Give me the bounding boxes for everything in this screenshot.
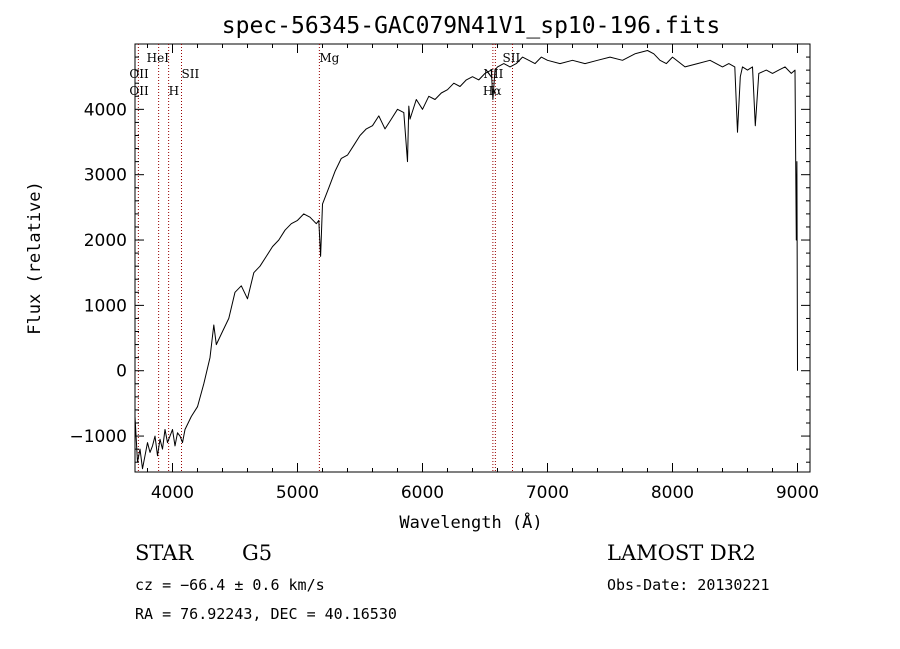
chart-title: spec-56345-GAC079N41V1_sp10-196.fits — [222, 13, 721, 39]
y-axis-label: Flux (relative) — [25, 181, 45, 335]
line-marker-label: NII — [483, 67, 503, 81]
classification-label: STAR — [135, 541, 194, 565]
y-tick-label: 4000 — [84, 100, 127, 120]
survey-label: LAMOST DR2 — [607, 541, 756, 565]
line-marker-label: SII — [182, 67, 200, 81]
x-tick-label: 9000 — [776, 483, 819, 503]
line-marker-label: SII — [503, 51, 521, 65]
spectrum-series-line — [134, 50, 798, 470]
subclass-label: G5 — [242, 541, 272, 565]
x-tick-label: 8000 — [651, 483, 694, 503]
x-tick-label: 5000 — [276, 483, 319, 503]
x-tick-label: 7000 — [526, 483, 569, 503]
axis-ticks — [135, 44, 810, 472]
line-marker-label: OII — [129, 67, 149, 81]
y-tick-label: 3000 — [84, 166, 127, 186]
y-tick-label: −1000 — [69, 427, 127, 447]
x-tick-label: 4000 — [151, 483, 194, 503]
line-marker-label: HeI — [147, 51, 170, 65]
x-axis-label: Wavelength (Å) — [399, 511, 542, 533]
y-tick-label: 0 — [116, 362, 127, 382]
coordinates-info: RA = 76.92243, DEC = 40.16530 — [135, 605, 397, 623]
redshift-info: cz = −66.4 ± 0.6 km/s — [135, 576, 325, 594]
plot-frame — [134, 43, 811, 473]
line-marker-label: Mg — [319, 51, 339, 65]
obs-date-info: Obs-Date: 20130221 — [607, 576, 770, 594]
x-tick-label: 6000 — [401, 483, 444, 503]
line-marker-label: H — [169, 84, 179, 98]
emission-lines — [137, 44, 513, 472]
y-tick-label: 1000 — [84, 296, 127, 316]
line-marker-label: OII — [129, 84, 149, 98]
y-tick-label: 2000 — [84, 231, 127, 251]
axis-tick-labels: 4000 5000 6000 7000 8000 9000 −1000 0 1000 2000 30… — [69, 100, 819, 503]
